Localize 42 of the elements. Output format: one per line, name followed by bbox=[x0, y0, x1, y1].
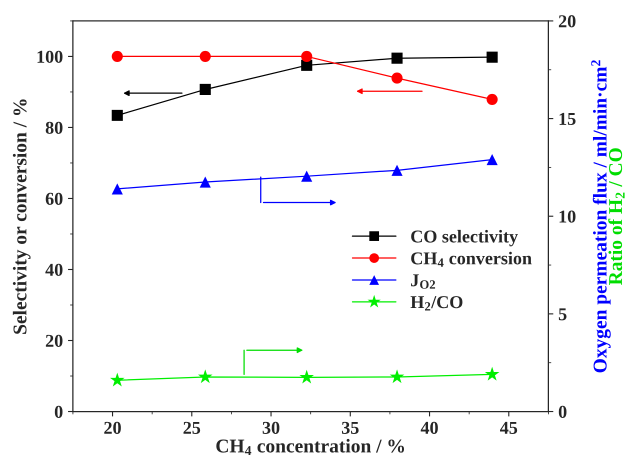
point bbox=[390, 369, 404, 384]
point bbox=[486, 154, 498, 166]
y-tick-label: 80 bbox=[46, 122, 62, 134]
y-tick-label: 20 bbox=[46, 334, 62, 347]
point bbox=[484, 366, 500, 381]
y2-tick-label: 0 bbox=[558, 406, 566, 418]
x-tick-label: 30 bbox=[262, 422, 280, 434]
point bbox=[486, 52, 498, 63]
point bbox=[301, 170, 312, 182]
point bbox=[391, 72, 403, 84]
point bbox=[112, 183, 123, 194]
y-tick-label: 0 bbox=[54, 406, 62, 418]
y2-tick-label: 20 bbox=[558, 15, 576, 28]
point bbox=[200, 84, 211, 96]
point bbox=[299, 370, 314, 384]
x-tick-label: 45 bbox=[500, 422, 518, 434]
y-tick-label: 40 bbox=[45, 264, 62, 276]
legend-label: CO selectivity bbox=[411, 230, 518, 246]
y-axis-title: Selectivity or conversion / % bbox=[12, 99, 31, 334]
point bbox=[110, 372, 125, 386]
point bbox=[301, 50, 312, 62]
y2-tick-label: 10 bbox=[560, 210, 576, 223]
legend-label: H$_{2}$/CO bbox=[410, 296, 462, 311]
legend-label: J$_{O2}$ bbox=[411, 274, 436, 289]
point bbox=[200, 176, 211, 188]
legend-label: CH$_{4}$ conversion bbox=[411, 252, 532, 267]
point bbox=[486, 94, 498, 105]
y2-tick-label: 15 bbox=[560, 112, 576, 126]
x-tick-label: 25 bbox=[184, 422, 200, 434]
point bbox=[112, 110, 123, 121]
point bbox=[200, 50, 211, 62]
y-tick-label: 100 bbox=[38, 50, 62, 63]
x-axis-title: CH$_{4}$ concentration / % bbox=[216, 438, 404, 456]
y2-tick-label: 5 bbox=[558, 308, 566, 320]
point bbox=[391, 164, 403, 176]
x-tick-label: 20 bbox=[104, 422, 121, 434]
x-tick-label: 35 bbox=[342, 422, 359, 434]
point bbox=[198, 369, 213, 384]
point bbox=[391, 52, 403, 64]
x-tick-label: 40 bbox=[420, 422, 438, 434]
point bbox=[112, 50, 123, 62]
y-tick-label: 60 bbox=[46, 192, 62, 205]
